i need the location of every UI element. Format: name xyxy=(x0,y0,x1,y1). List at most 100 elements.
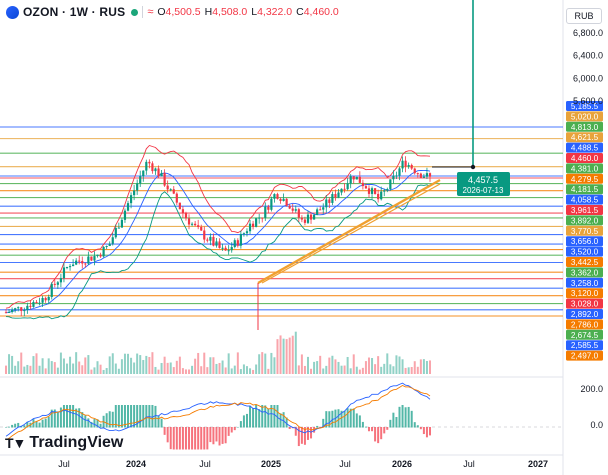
candle-body[interactable] xyxy=(303,219,307,223)
candle-body[interactable] xyxy=(123,210,127,220)
candle-body[interactable] xyxy=(300,217,303,220)
candle-body[interactable] xyxy=(7,311,11,313)
candle-body[interactable] xyxy=(203,230,206,240)
candle-body[interactable] xyxy=(44,297,47,301)
candle-body[interactable] xyxy=(148,161,151,164)
candle-body[interactable] xyxy=(343,188,346,190)
candle-body[interactable] xyxy=(117,227,120,229)
candle-body[interactable] xyxy=(239,233,242,246)
candle-body[interactable] xyxy=(114,227,117,238)
candle-body[interactable] xyxy=(230,247,233,251)
candle-body[interactable] xyxy=(419,173,422,178)
candle-body[interactable] xyxy=(184,212,188,219)
candle-body[interactable] xyxy=(233,240,236,248)
forecast-projection[interactable]: 4,457.5 2026-07-13 xyxy=(432,0,510,196)
candle-body[interactable] xyxy=(29,305,32,307)
candle-body[interactable] xyxy=(50,283,53,297)
candle-body[interactable] xyxy=(194,223,197,226)
candle-body[interactable] xyxy=(297,209,300,218)
candle-body[interactable] xyxy=(59,278,63,283)
candle-body[interactable] xyxy=(224,247,227,251)
candle-body[interactable] xyxy=(306,214,310,223)
candle-body[interactable] xyxy=(291,208,294,211)
candle-body[interactable] xyxy=(413,168,416,174)
candle-body[interactable] xyxy=(35,301,38,303)
candle-body[interactable] xyxy=(410,164,413,169)
candle-body[interactable] xyxy=(53,283,56,285)
candle-body[interactable] xyxy=(163,172,166,186)
candle-body[interactable] xyxy=(309,214,313,220)
currency-button[interactable]: RUB xyxy=(566,8,602,24)
candle-body[interactable] xyxy=(404,160,407,167)
candle-body[interactable] xyxy=(75,260,78,265)
candle-body[interactable] xyxy=(380,191,383,200)
candle-body[interactable] xyxy=(11,309,14,312)
candle-body[interactable] xyxy=(383,190,386,192)
candle-body[interactable] xyxy=(425,173,429,177)
candle-body[interactable] xyxy=(349,176,352,184)
price-scale[interactable]: 5,185.55,020.0 4,813.04,621.5 4,488.54,460… xyxy=(566,28,603,361)
candle-body[interactable] xyxy=(93,256,96,261)
candle-body[interactable] xyxy=(157,168,160,177)
candle-body[interactable] xyxy=(26,305,29,311)
candle-body[interactable] xyxy=(72,264,75,267)
candle-body[interactable] xyxy=(270,198,273,210)
time-axis[interactable]: Jul 2024 Jul 2025 Jul 2026 Jul 2027 xyxy=(58,459,548,469)
symbol-title[interactable]: OZON · 1W · RUS xyxy=(23,5,126,19)
candle-body[interactable] xyxy=(139,176,142,184)
candle-body[interactable] xyxy=(126,203,130,211)
candle-body[interactable] xyxy=(242,233,246,235)
candle-body[interactable] xyxy=(145,161,148,171)
candle-body[interactable] xyxy=(38,302,41,304)
candle-body[interactable] xyxy=(136,183,139,191)
candle-body[interactable] xyxy=(78,260,81,262)
candle-body[interactable] xyxy=(102,246,105,257)
candle-body[interactable] xyxy=(264,206,267,218)
candle-body[interactable] xyxy=(428,173,432,177)
candle-body[interactable] xyxy=(267,206,270,210)
candle-body[interactable] xyxy=(389,179,392,190)
candle-body[interactable] xyxy=(20,307,23,311)
candle-body[interactable] xyxy=(65,266,69,268)
candle-body[interactable] xyxy=(41,297,44,303)
candle-body[interactable] xyxy=(236,240,239,246)
candle-body[interactable] xyxy=(258,217,261,219)
candle-body[interactable] xyxy=(373,188,377,194)
candle-body[interactable] xyxy=(346,183,349,190)
candle-body[interactable] xyxy=(316,209,319,216)
candle-body[interactable] xyxy=(62,267,66,279)
candle-body[interactable] xyxy=(322,207,325,210)
candle-body[interactable] xyxy=(197,225,200,228)
candle-body[interactable] xyxy=(370,188,374,194)
candle-body[interactable] xyxy=(331,194,334,203)
candle-body[interactable] xyxy=(255,218,258,227)
candle-body[interactable] xyxy=(120,219,124,228)
candle-body[interactable] xyxy=(407,164,410,167)
candle-body[interactable] xyxy=(169,189,172,191)
candle-body[interactable] xyxy=(200,227,203,231)
candle-body[interactable] xyxy=(416,173,419,175)
candle-body[interactable] xyxy=(142,170,145,177)
candle-body[interactable] xyxy=(422,176,425,178)
candle-body[interactable] xyxy=(175,193,178,203)
candle-body[interactable] xyxy=(377,193,380,200)
candle-body[interactable] xyxy=(206,239,209,241)
candle-body[interactable] xyxy=(4,312,8,314)
candle-body[interactable] xyxy=(14,308,17,310)
candle-body[interactable] xyxy=(133,190,136,196)
candle-body[interactable] xyxy=(181,209,185,213)
candle-body[interactable] xyxy=(285,198,288,206)
candle-body[interactable] xyxy=(328,199,331,203)
candle-body[interactable] xyxy=(129,195,133,204)
candle-body[interactable] xyxy=(187,218,191,225)
candle-body[interactable] xyxy=(398,168,401,176)
candle-body[interactable] xyxy=(386,189,389,191)
candle-body[interactable] xyxy=(401,160,404,169)
candle-body[interactable] xyxy=(261,217,264,219)
candle-body[interactable] xyxy=(358,176,361,183)
candle-body[interactable] xyxy=(312,215,316,220)
candle-body[interactable] xyxy=(364,186,368,189)
candle-body[interactable] xyxy=(218,241,221,248)
candle-body[interactable] xyxy=(334,194,337,198)
